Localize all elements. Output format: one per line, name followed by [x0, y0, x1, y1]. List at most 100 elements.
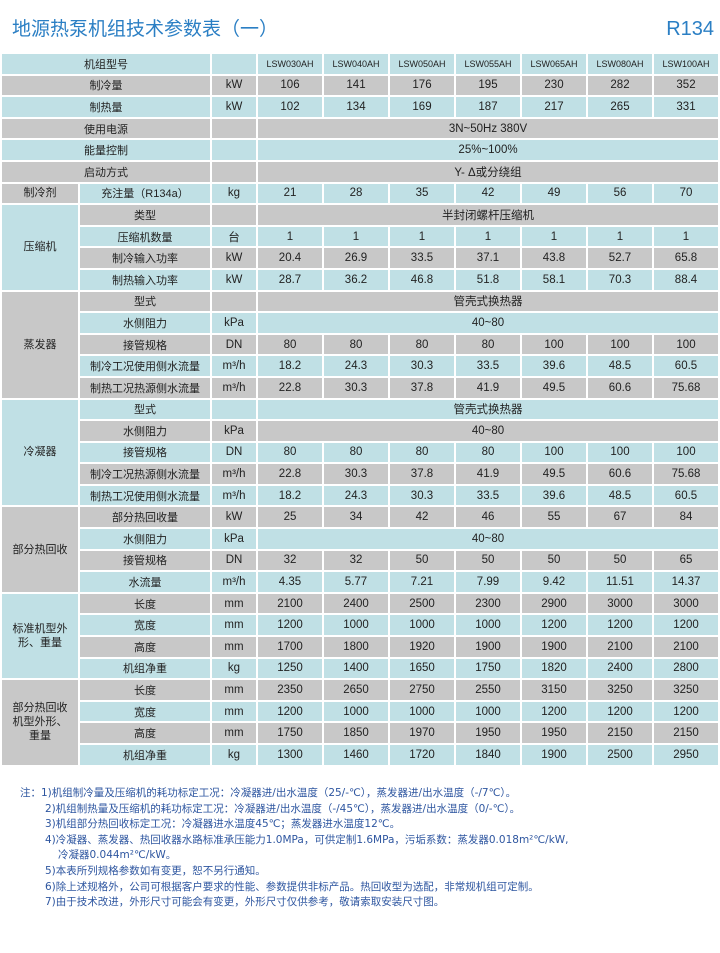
value-cell: 2500 [588, 745, 652, 765]
value-cell: 42 [456, 183, 520, 204]
value-cell: 1200 [522, 615, 586, 636]
value-cell: 187 [456, 97, 520, 117]
value-cell: 1850 [324, 723, 388, 743]
table-row: 部分热回收机型外形、重量 长度 mm 2350 2650 2750 2550 3150 3250… [2, 680, 718, 765]
value-cell: 3250 [654, 680, 718, 700]
unit-cell [212, 54, 256, 74]
unit-cell: mm [212, 723, 256, 743]
value-cell: 39.6 [522, 356, 586, 376]
value-cell: 32 [324, 550, 388, 571]
value-cell: 3150 [522, 680, 586, 700]
value-cell: 30.3 [390, 356, 454, 376]
value-cell: 14.37 [654, 572, 718, 592]
value-cell: 60.6 [588, 377, 652, 398]
unit-cell: kg [212, 745, 256, 765]
value-cell: 65 [654, 550, 718, 571]
note-7: 7)由于技术改进，外形尺寸可能会有变更，外形尺寸仅供参考，敬请索取安装尺寸图。 [45, 896, 445, 909]
value-cell: 18.2 [258, 485, 322, 506]
row-label: 制冷输入功率 [80, 248, 210, 268]
value-cell: 2150 [588, 723, 652, 743]
note-3: 3)机组部分热回收标定工况：冷凝器进水温度45℃；蒸发器进水温度12℃。 [45, 818, 401, 831]
table-row: 标准机型外形、重量 长度 mm 2100 2400 2500 2300 2900 3000 300… [2, 593, 718, 679]
value-cell: 1200 [258, 701, 322, 722]
row-label: 制冷工况热源侧水流量 [80, 464, 210, 484]
row-label: 制热量 [2, 97, 210, 117]
value-cell: 49.5 [522, 377, 586, 398]
value-cell: 5.77 [324, 572, 388, 592]
value-cell: 51.8 [456, 269, 520, 290]
group-label: 冷凝器 [2, 399, 78, 506]
value-cell: 30.3 [390, 485, 454, 506]
row-label: 压缩机数量 [80, 226, 210, 247]
unit-cell [212, 399, 256, 420]
value-cell: 4.35 [258, 572, 322, 592]
value-cell: 48.5 [588, 485, 652, 506]
value-span-cell: 25%~100% [258, 140, 718, 160]
value-cell: 100 [588, 442, 652, 463]
value-cell: 1720 [390, 745, 454, 765]
value-cell: 1460 [324, 745, 388, 765]
value-cell: 37.8 [390, 464, 454, 484]
row-label: 使用电源 [2, 118, 210, 139]
table-row: 水侧阻力 kPa 40~80 [2, 421, 718, 441]
value-cell: 2650 [324, 680, 388, 700]
value-cell: 2100 [654, 637, 718, 657]
value-cell: 58.1 [522, 269, 586, 290]
row-label: 启动方式 [2, 161, 210, 182]
group-label: 标准机型外形、重量 [2, 593, 78, 679]
value-span-cell: Y- Δ或分绕组 [258, 161, 718, 182]
unit-cell: m³/h [212, 464, 256, 484]
unit-cell: mm [212, 615, 256, 636]
value-cell: 84 [654, 507, 718, 528]
unit-cell: kW [212, 248, 256, 268]
value-cell: 1650 [390, 658, 454, 679]
group-label: 蒸发器 [2, 291, 78, 398]
note-6: 6)除上述规格外，公司可根据客户要求的性能、参数提供非标产品。热回收型为选配，非… [45, 880, 539, 893]
group-label: 压缩机 [2, 205, 78, 290]
value-span-cell: 3N~50Hz 380V [258, 118, 718, 139]
refrigerant-tag: R134 [666, 18, 714, 40]
value-cell: 2100 [588, 637, 652, 657]
value-cell: 2800 [654, 658, 718, 679]
value-cell: 3000 [654, 593, 718, 614]
table-row: 蒸发器 型式 管壳式换热器 [2, 291, 718, 398]
value-cell: 282 [588, 75, 652, 96]
unit-cell: m³/h [212, 485, 256, 506]
value-cell: 3000 [588, 593, 652, 614]
value-cell: 195 [456, 75, 520, 96]
value-cell: 352 [654, 75, 718, 96]
unit-cell: kW [212, 75, 256, 96]
unit-cell: mm [212, 680, 256, 700]
value-span-cell: 40~80 [258, 529, 718, 549]
unit-cell: kPa [212, 421, 256, 441]
unit-cell: m³/h [212, 377, 256, 398]
value-cell: 2400 [324, 593, 388, 614]
value-cell: 1 [324, 226, 388, 247]
value-cell: 1840 [456, 745, 520, 765]
row-label: 能量控制 [2, 140, 210, 160]
unit-cell [212, 205, 256, 225]
row-label: 部分热回收量 [80, 507, 210, 528]
value-cell: 28.7 [258, 269, 322, 290]
table-row: 能量控制 25%~100% [2, 140, 718, 160]
row-label: 长度 [80, 593, 210, 614]
value-cell: 2950 [654, 745, 718, 765]
value-cell: 25 [258, 507, 322, 528]
value-cell: 1 [258, 226, 322, 247]
row-label: 制热输入功率 [80, 269, 210, 290]
row-label: 机组净重 [80, 658, 210, 679]
value-cell: 7.21 [390, 572, 454, 592]
value-cell: 1800 [324, 637, 388, 657]
table-row: 压缩机 类型 半封闭螺杆压缩机 [2, 205, 718, 290]
value-cell: 60.5 [654, 485, 718, 506]
value-cell: 70 [654, 183, 718, 204]
value-cell: 43.8 [522, 248, 586, 268]
row-label: 水流量 [80, 572, 210, 592]
value-cell: 9.42 [522, 572, 586, 592]
value-cell: 2300 [456, 593, 520, 614]
table-row: 制热工况使用侧水流量 m³/h 18.2 24.3 30.3 33.5 39.6 48.5 60… [2, 485, 718, 506]
value-cell: 42 [390, 507, 454, 528]
note-2: 2)机组制热量及压缩机的耗功标定工况：冷凝器进/出水温度（-/45℃），蒸发器进… [45, 802, 521, 815]
table-row: 接管规格 DN 32 32 50 50 50 50 65 [2, 550, 718, 571]
value-cell: 1 [522, 226, 586, 247]
